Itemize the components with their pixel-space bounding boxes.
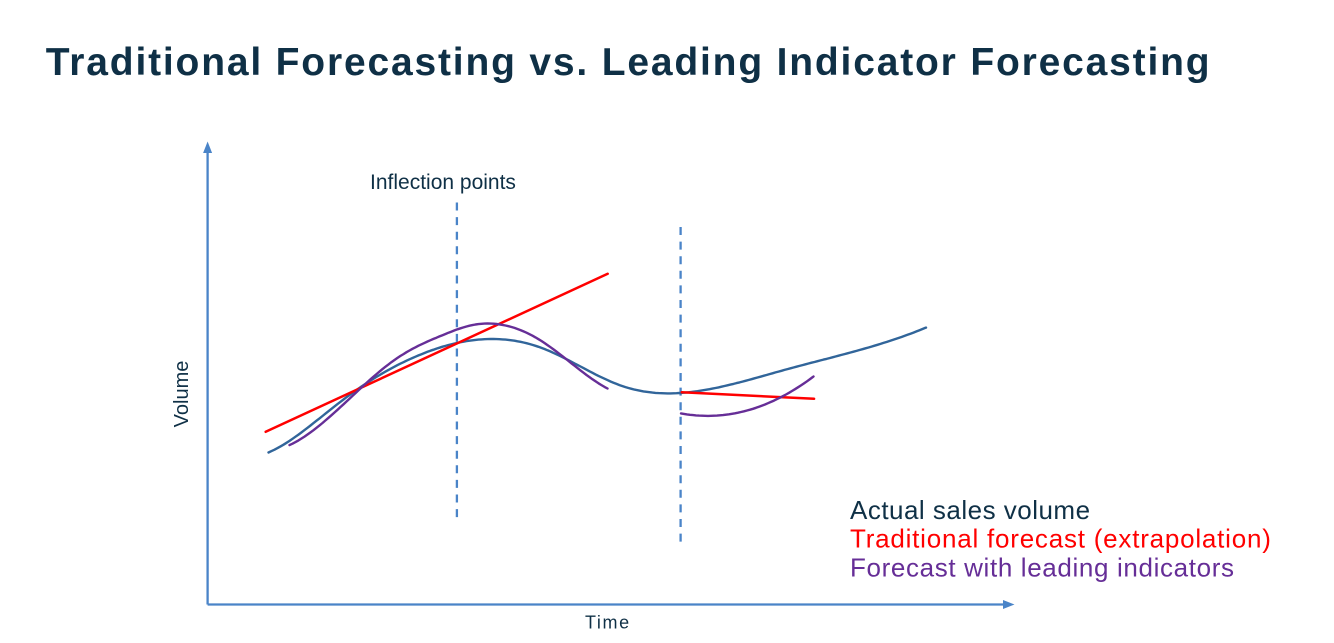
svg-text:Forecast with leading indicato: Forecast with leading indicators	[850, 552, 1235, 582]
svg-text:Time: Time	[585, 612, 631, 632]
svg-text:Traditional forecast (extrapol: Traditional forecast (extrapolation)	[850, 524, 1272, 554]
svg-text:Traditional Forecasting vs. Le: Traditional Forecasting vs. Leading Indi…	[46, 41, 1212, 84]
svg-text:Inflection points: Inflection points	[370, 171, 516, 194]
svg-text:Actual sales volume: Actual sales volume	[850, 495, 1091, 525]
svg-text:Volume: Volume	[171, 361, 193, 428]
